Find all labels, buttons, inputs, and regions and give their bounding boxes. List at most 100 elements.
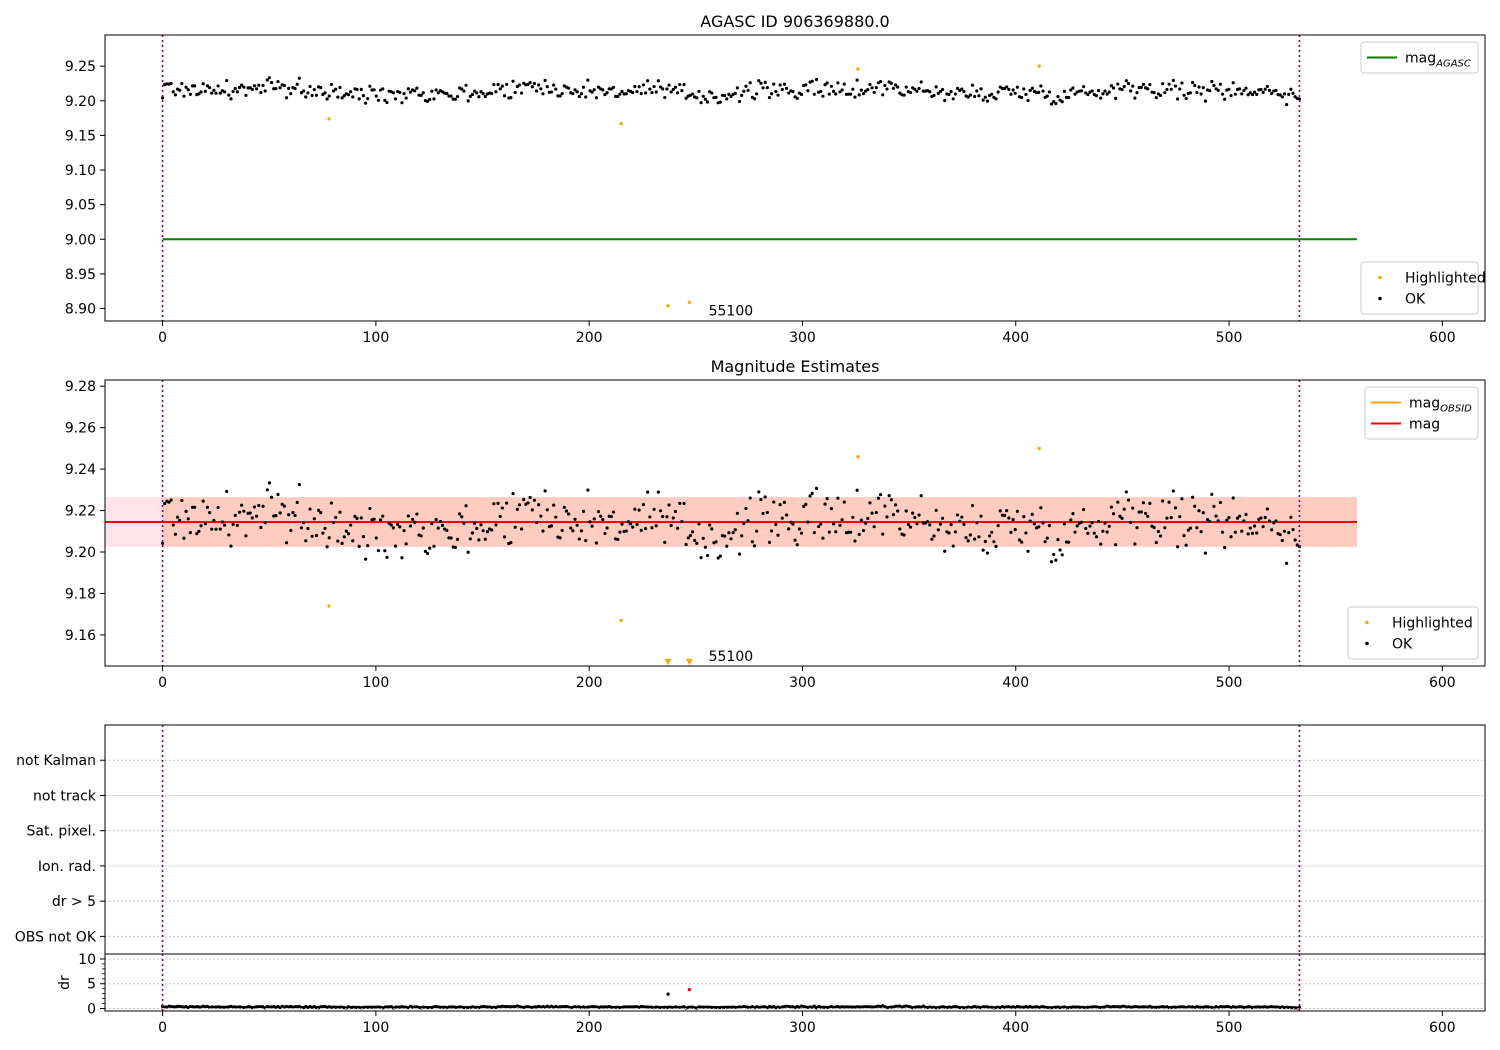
ok-point — [594, 541, 598, 545]
ok-point — [1193, 83, 1197, 88]
ok-point — [705, 553, 710, 558]
ok-point — [678, 501, 682, 506]
ok-point — [1197, 85, 1201, 89]
ok-point — [624, 92, 628, 96]
ok-point — [731, 531, 735, 535]
ok-point — [990, 530, 994, 534]
ok-point — [466, 99, 470, 103]
ok-point — [541, 92, 545, 96]
ok-point — [312, 517, 316, 521]
ok-point — [398, 525, 402, 529]
ok-point — [998, 509, 1002, 513]
ok-point — [385, 100, 389, 105]
ok-point — [411, 517, 415, 521]
ok-point — [746, 519, 750, 523]
ok-point — [626, 520, 631, 524]
ok-point — [1126, 498, 1131, 502]
ok-point — [804, 83, 808, 87]
ok-point — [163, 501, 167, 506]
ok-point — [825, 81, 829, 85]
ok-point — [831, 522, 836, 526]
ok-point — [560, 91, 564, 96]
ok-point — [673, 85, 678, 89]
ok-point — [748, 81, 752, 85]
ok-point — [490, 528, 494, 532]
ok-point — [878, 493, 883, 497]
ok-point — [940, 87, 945, 92]
x-tick-label: 600 — [1429, 1020, 1456, 1036]
ok-point — [904, 85, 908, 89]
ok-point — [1248, 526, 1252, 530]
ok-point — [641, 83, 645, 87]
x-tick-label: 600 — [1429, 675, 1456, 691]
ok-point — [302, 89, 306, 93]
ok-point — [212, 518, 216, 523]
ok-point — [299, 526, 304, 530]
ok-point — [1167, 82, 1171, 86]
offscale-marker — [664, 659, 672, 665]
ok-point — [269, 80, 274, 85]
ok-point — [466, 550, 470, 554]
ok-point — [1141, 501, 1146, 505]
ok-point — [727, 92, 731, 96]
ok-point — [1212, 504, 1216, 508]
ok-point — [425, 551, 430, 556]
ok-point — [453, 97, 457, 101]
ok-point — [338, 510, 342, 514]
ok-point — [791, 89, 795, 94]
ok-point — [1094, 94, 1099, 98]
ok-point — [321, 531, 325, 535]
ok-point — [1178, 515, 1182, 519]
ok-point — [505, 501, 509, 505]
ok-point — [543, 78, 547, 82]
ok-point — [855, 488, 859, 492]
ok-point — [216, 84, 220, 88]
ok-point — [1007, 87, 1011, 92]
ok-point — [1282, 92, 1287, 96]
ok-point — [701, 94, 705, 98]
ok-point — [1079, 520, 1084, 524]
ok-point — [887, 494, 891, 498]
x-tick-label: 200 — [576, 1020, 603, 1036]
ok-point — [470, 92, 475, 97]
ok-point — [244, 534, 248, 538]
ok-point — [806, 520, 810, 524]
ok-point — [468, 537, 472, 541]
ok-point — [496, 82, 500, 87]
ok-point — [656, 79, 660, 83]
ok-point — [876, 496, 881, 500]
ok-point — [1252, 524, 1257, 528]
ok-point — [1223, 545, 1227, 550]
x-tick-label: 500 — [1216, 330, 1243, 346]
ok-point — [1167, 500, 1171, 504]
ok-point — [829, 507, 834, 511]
ok-point — [814, 486, 819, 490]
ok-point — [1101, 529, 1105, 533]
ok-point — [436, 526, 440, 530]
ok-point — [710, 91, 714, 95]
ok-point — [195, 532, 199, 536]
ok-point — [646, 490, 650, 494]
ok-point — [932, 93, 936, 98]
ok-point — [1101, 92, 1105, 96]
ok-point — [363, 557, 368, 561]
ok-point — [425, 99, 430, 103]
ok-point — [755, 529, 759, 533]
ok-point — [1141, 82, 1146, 86]
ok-point — [205, 505, 210, 509]
ok-point — [513, 90, 517, 95]
ok-point — [178, 88, 182, 92]
ok-point — [1129, 520, 1133, 525]
ok-point — [338, 85, 342, 90]
ok-point — [874, 510, 878, 515]
ok-point — [812, 92, 816, 96]
ok-point — [402, 529, 406, 533]
ok-point — [577, 94, 581, 99]
ok-point — [878, 80, 883, 84]
ok-point — [1052, 552, 1056, 557]
flag-label: not Kalman — [16, 753, 96, 769]
ok-point — [304, 539, 308, 543]
ok-point — [637, 508, 641, 512]
ok-point — [723, 93, 727, 98]
ok-point — [1020, 95, 1024, 100]
